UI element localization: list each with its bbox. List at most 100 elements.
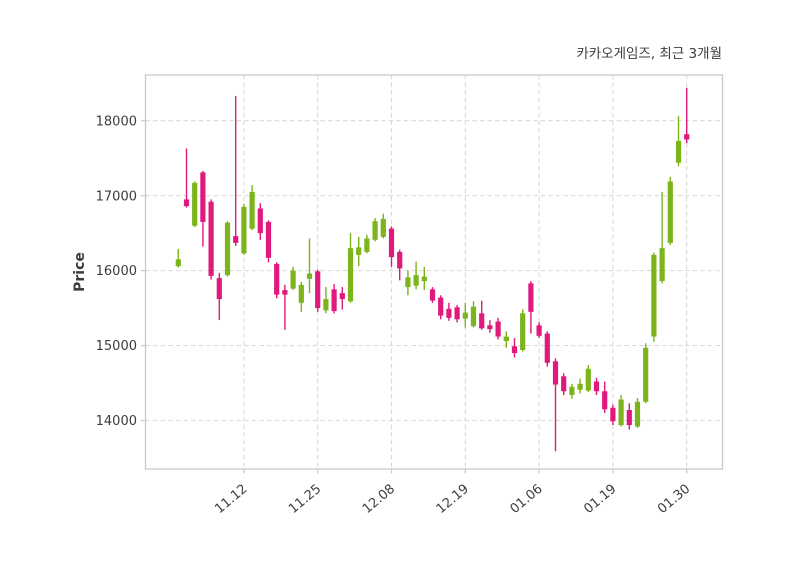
candle-body: [569, 386, 575, 396]
x-tick-label: 12.08: [360, 482, 398, 517]
candle-up: [618, 395, 624, 427]
candle-body: [470, 306, 477, 327]
candle-up: [675, 116, 682, 167]
candle-down: [626, 403, 632, 430]
candle-down: [233, 95, 239, 246]
candle-down: [454, 305, 460, 323]
candle-down: [684, 87, 690, 144]
candle-down: [216, 272, 222, 321]
candle-body: [282, 290, 288, 295]
candle-body: [356, 247, 362, 255]
candle-down: [446, 302, 452, 321]
candle-body: [249, 191, 255, 229]
candle-up: [306, 238, 313, 294]
candle-body: [388, 228, 395, 258]
candle-body: [175, 259, 181, 267]
candle-body: [577, 383, 583, 390]
candle-wick: [177, 248, 179, 268]
candle-up: [372, 218, 378, 242]
candle-down: [610, 404, 616, 426]
candle-down: [602, 381, 608, 414]
candle-body: [224, 222, 231, 276]
candle-up: [462, 302, 468, 328]
candle-body: [380, 218, 386, 237]
candle-down: [429, 287, 436, 303]
candle-body: [651, 254, 657, 337]
chart-title: 카카오게임즈, 최근 3개월: [576, 46, 722, 62]
candle-up: [323, 287, 329, 314]
candle-body: [364, 238, 370, 252]
plot-frame: [144, 74, 724, 470]
candle-up: [364, 234, 370, 254]
candle-body: [585, 368, 591, 391]
candle-body: [536, 325, 542, 336]
candle-down: [315, 269, 321, 312]
candle-body: [610, 407, 616, 422]
candle-down: [339, 287, 345, 310]
candle-down: [495, 317, 501, 340]
x-tick-label: 01.19: [581, 482, 619, 517]
candle-up: [380, 213, 386, 239]
candle-down: [397, 249, 403, 281]
candle-body: [495, 321, 501, 337]
candle-body: [241, 206, 247, 254]
plot-area: 14000 15000 16000 17000 18000 11.12 11.25 12.08…: [96, 74, 724, 517]
candle-body: [233, 236, 239, 243]
candle-body: [347, 248, 354, 302]
candle-body: [183, 199, 190, 207]
candle-body: [290, 270, 296, 289]
y-tick-label: 18000: [96, 114, 137, 129]
candle-wick: [554, 358, 557, 452]
candle-up: [585, 365, 591, 393]
candle-body: [643, 347, 649, 402]
candle-body: [405, 277, 411, 288]
candle-body: [454, 307, 460, 320]
candle-down: [208, 199, 214, 280]
candle-down: [265, 220, 272, 263]
x-tick-label: 01.30: [655, 482, 693, 517]
candle-body: [487, 325, 493, 330]
candle-wick: [661, 191, 663, 284]
y-axis-label: Price: [72, 252, 88, 292]
candle-up: [667, 176, 673, 246]
candle-body: [208, 201, 214, 276]
candle-body: [593, 381, 600, 392]
candle-down: [331, 284, 337, 314]
candle-body: [503, 336, 509, 342]
candle-body: [413, 275, 419, 286]
candle-up: [356, 236, 362, 267]
candle-up: [470, 301, 477, 328]
candle-body: [438, 297, 444, 316]
candle-body: [544, 333, 550, 363]
candle-up: [241, 203, 247, 255]
candle-down: [544, 331, 550, 367]
candle-body: [684, 134, 690, 140]
candle-body: [339, 293, 345, 300]
candle-wick: [686, 87, 688, 144]
candle-body: [462, 312, 468, 319]
candle-body: [274, 263, 280, 295]
candle-up: [577, 378, 583, 394]
candle-up: [503, 331, 509, 348]
candle-up: [249, 185, 255, 231]
candle-up: [347, 233, 354, 303]
candle-up: [634, 398, 641, 428]
candle-wick: [308, 238, 311, 294]
candle-down: [511, 338, 518, 358]
candle-down: [282, 284, 288, 330]
candle-down: [388, 226, 395, 267]
candle-up: [224, 221, 231, 277]
candle-body: [561, 376, 567, 392]
candle-body: [323, 299, 329, 311]
candle-body: [634, 401, 641, 427]
candle-down: [200, 170, 206, 247]
y-tick-label: 17000: [96, 189, 137, 204]
candle-down: [561, 373, 567, 396]
candle-up: [520, 309, 526, 352]
candle-body: [479, 313, 485, 329]
y-tick-label: 15000: [96, 339, 137, 354]
candle-down: [536, 322, 542, 339]
candle-down: [593, 377, 600, 396]
